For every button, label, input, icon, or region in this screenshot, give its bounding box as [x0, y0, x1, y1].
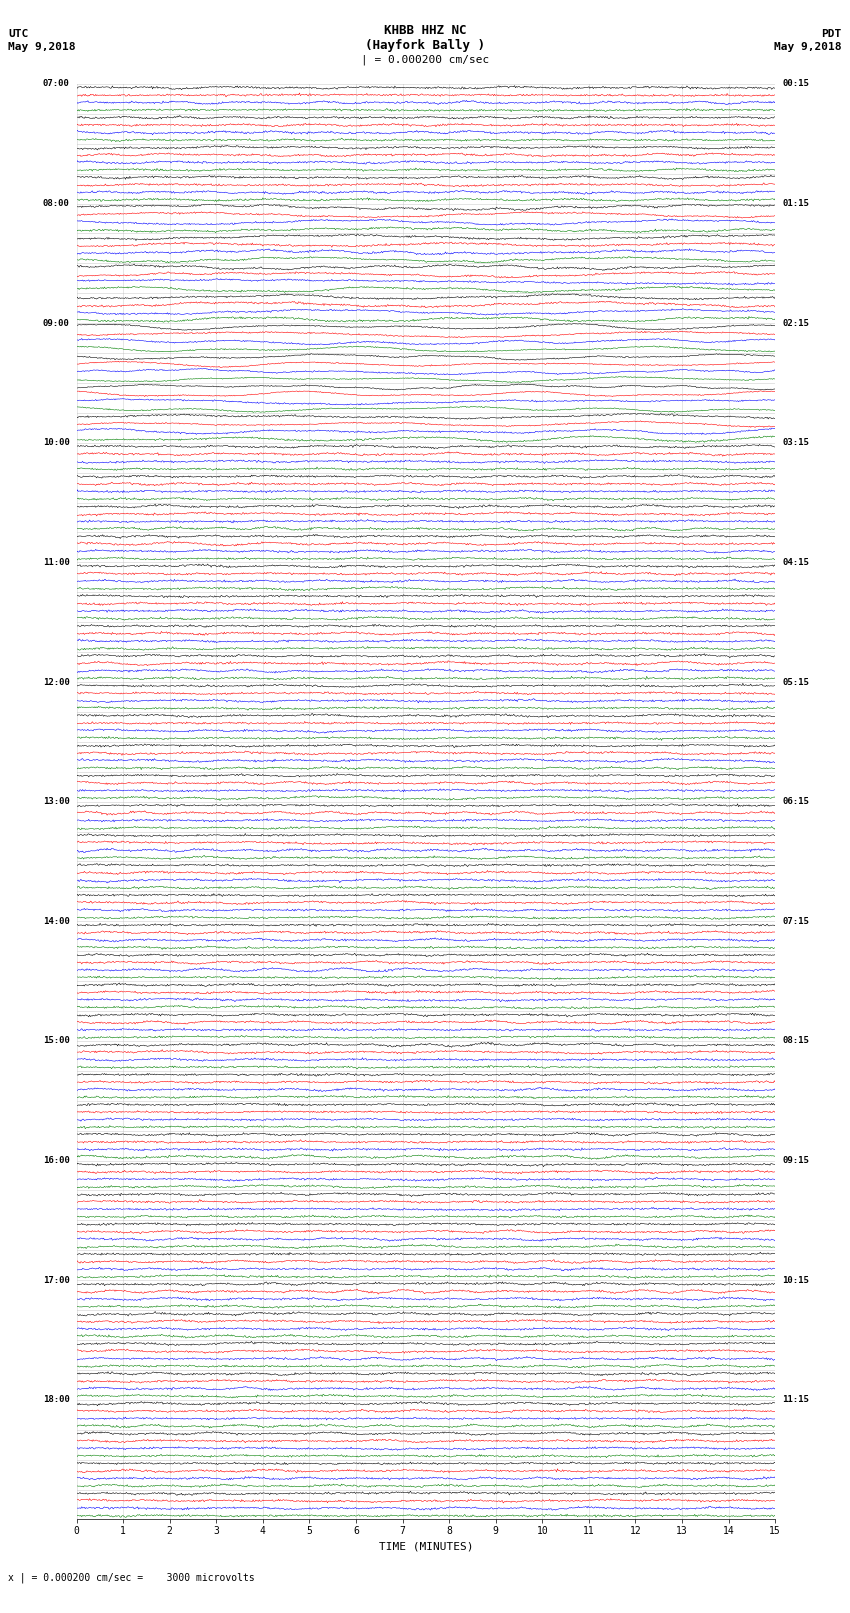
Text: 03:15: 03:15: [782, 439, 809, 447]
Text: 05:15: 05:15: [782, 677, 809, 687]
Text: 17:00: 17:00: [42, 1276, 70, 1284]
Text: 15:00: 15:00: [42, 1037, 70, 1045]
Text: May 9,2018: May 9,2018: [8, 42, 76, 52]
Text: 10:00: 10:00: [42, 439, 70, 447]
Text: 04:15: 04:15: [782, 558, 809, 566]
X-axis label: TIME (MINUTES): TIME (MINUTES): [378, 1542, 473, 1552]
Text: 08:00: 08:00: [42, 198, 70, 208]
Text: 11:00: 11:00: [42, 558, 70, 566]
Text: 09:15: 09:15: [782, 1157, 809, 1165]
Text: (Hayfork Bally ): (Hayfork Bally ): [365, 39, 485, 52]
Text: 12:00: 12:00: [42, 677, 70, 687]
Text: 09:00: 09:00: [42, 319, 70, 327]
Text: 14:00: 14:00: [42, 916, 70, 926]
Text: PDT: PDT: [821, 29, 842, 39]
Text: 18:00: 18:00: [42, 1395, 70, 1405]
Text: 10:15: 10:15: [782, 1276, 809, 1284]
Text: 07:15: 07:15: [782, 916, 809, 926]
Text: 01:15: 01:15: [782, 198, 809, 208]
Text: x | = 0.000200 cm/sec =    3000 microvolts: x | = 0.000200 cm/sec = 3000 microvolts: [8, 1573, 255, 1582]
Text: 11:15: 11:15: [782, 1395, 809, 1405]
Text: 16:00: 16:00: [42, 1157, 70, 1165]
Text: 07:00: 07:00: [42, 79, 70, 89]
Text: 02:15: 02:15: [782, 319, 809, 327]
Text: 13:00: 13:00: [42, 797, 70, 806]
Text: UTC: UTC: [8, 29, 29, 39]
Text: May 9,2018: May 9,2018: [774, 42, 842, 52]
Text: 00:15: 00:15: [782, 79, 809, 89]
Text: | = 0.000200 cm/sec: | = 0.000200 cm/sec: [361, 55, 489, 65]
Text: KHBB HHZ NC: KHBB HHZ NC: [383, 24, 467, 37]
Text: 06:15: 06:15: [782, 797, 809, 806]
Text: 08:15: 08:15: [782, 1037, 809, 1045]
